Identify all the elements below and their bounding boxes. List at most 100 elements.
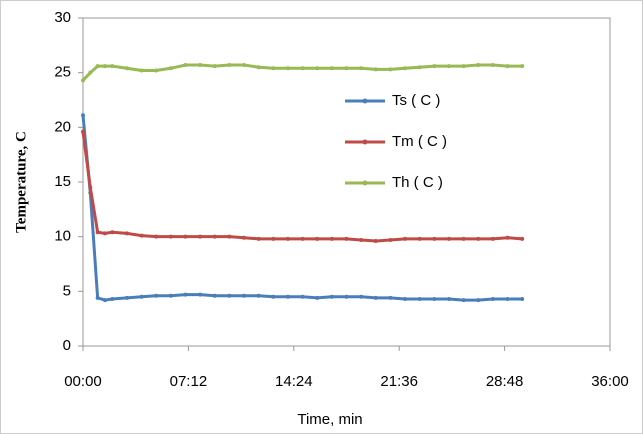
point bbox=[256, 293, 261, 298]
point bbox=[359, 237, 364, 242]
point bbox=[168, 293, 173, 298]
point bbox=[300, 66, 305, 71]
point bbox=[242, 63, 247, 68]
point bbox=[81, 78, 85, 83]
point bbox=[285, 236, 290, 241]
legend-marker bbox=[362, 98, 368, 104]
y-tick-label: 25 bbox=[54, 64, 71, 81]
y-tick-label: 0 bbox=[63, 337, 71, 354]
point bbox=[124, 295, 129, 300]
point bbox=[359, 66, 364, 71]
point bbox=[227, 63, 232, 68]
point bbox=[242, 235, 247, 240]
point bbox=[183, 234, 188, 239]
point bbox=[154, 293, 159, 298]
point bbox=[198, 63, 203, 68]
point bbox=[102, 64, 107, 69]
point bbox=[81, 113, 85, 118]
point bbox=[154, 68, 159, 73]
point bbox=[271, 236, 276, 241]
point bbox=[373, 239, 378, 244]
point bbox=[81, 129, 85, 134]
point bbox=[212, 234, 217, 239]
y-tick-label: 5 bbox=[63, 282, 71, 299]
point bbox=[505, 64, 510, 69]
point bbox=[417, 296, 422, 301]
y-axis-title: Temperature, C bbox=[13, 131, 29, 233]
point bbox=[432, 64, 437, 69]
point bbox=[315, 295, 320, 300]
point bbox=[198, 234, 203, 239]
point bbox=[344, 294, 349, 299]
point bbox=[403, 236, 408, 241]
point bbox=[183, 292, 188, 297]
point bbox=[417, 65, 422, 70]
x-tick-label: 14:24 bbox=[275, 373, 313, 390]
legend-marker bbox=[362, 180, 368, 186]
point bbox=[417, 236, 422, 241]
point bbox=[300, 236, 305, 241]
legend-label: Ts ( C ) bbox=[392, 92, 440, 109]
point bbox=[388, 237, 393, 242]
point bbox=[95, 64, 100, 69]
y-tick-label: 30 bbox=[54, 9, 71, 26]
point bbox=[300, 294, 305, 299]
x-tick-label: 28:48 bbox=[486, 373, 524, 390]
point bbox=[198, 292, 203, 297]
point bbox=[476, 236, 481, 241]
point bbox=[329, 294, 334, 299]
point bbox=[461, 236, 466, 241]
point bbox=[344, 66, 349, 71]
point bbox=[373, 295, 378, 300]
point bbox=[490, 296, 495, 301]
point bbox=[359, 294, 364, 299]
point bbox=[139, 294, 144, 299]
point bbox=[329, 236, 334, 241]
point bbox=[329, 66, 334, 71]
point bbox=[432, 236, 437, 241]
legend-marker bbox=[362, 139, 368, 145]
y-tick-label: 15 bbox=[54, 173, 71, 190]
point bbox=[168, 234, 173, 239]
x-tick-label: 07:12 bbox=[170, 373, 208, 390]
point bbox=[505, 296, 510, 301]
y-tick-label: 20 bbox=[54, 118, 71, 135]
point bbox=[446, 64, 451, 69]
point bbox=[285, 66, 290, 71]
point bbox=[227, 293, 232, 298]
point bbox=[154, 234, 159, 239]
point bbox=[446, 236, 451, 241]
point bbox=[315, 66, 320, 71]
point bbox=[88, 70, 93, 75]
point bbox=[461, 64, 466, 69]
point bbox=[490, 236, 495, 241]
point bbox=[520, 296, 525, 301]
point bbox=[168, 66, 173, 71]
point bbox=[256, 236, 261, 241]
legend-label: Tm ( C ) bbox=[392, 133, 447, 150]
point bbox=[110, 64, 115, 69]
point bbox=[110, 296, 115, 301]
x-tick-label: 00:00 bbox=[64, 373, 102, 390]
point bbox=[88, 185, 93, 190]
point bbox=[102, 231, 107, 236]
point bbox=[102, 298, 107, 303]
point bbox=[212, 293, 217, 298]
point bbox=[124, 66, 129, 71]
point bbox=[271, 66, 276, 71]
point bbox=[242, 293, 247, 298]
point bbox=[388, 295, 393, 300]
point bbox=[461, 298, 466, 303]
point bbox=[476, 298, 481, 303]
point bbox=[388, 67, 393, 72]
point bbox=[490, 63, 495, 68]
point bbox=[446, 296, 451, 301]
x-tick-label: 36:00 bbox=[591, 373, 629, 390]
point bbox=[139, 68, 144, 73]
point bbox=[476, 63, 481, 68]
point bbox=[227, 234, 232, 239]
point bbox=[124, 231, 129, 236]
y-tick-label: 10 bbox=[54, 228, 71, 245]
